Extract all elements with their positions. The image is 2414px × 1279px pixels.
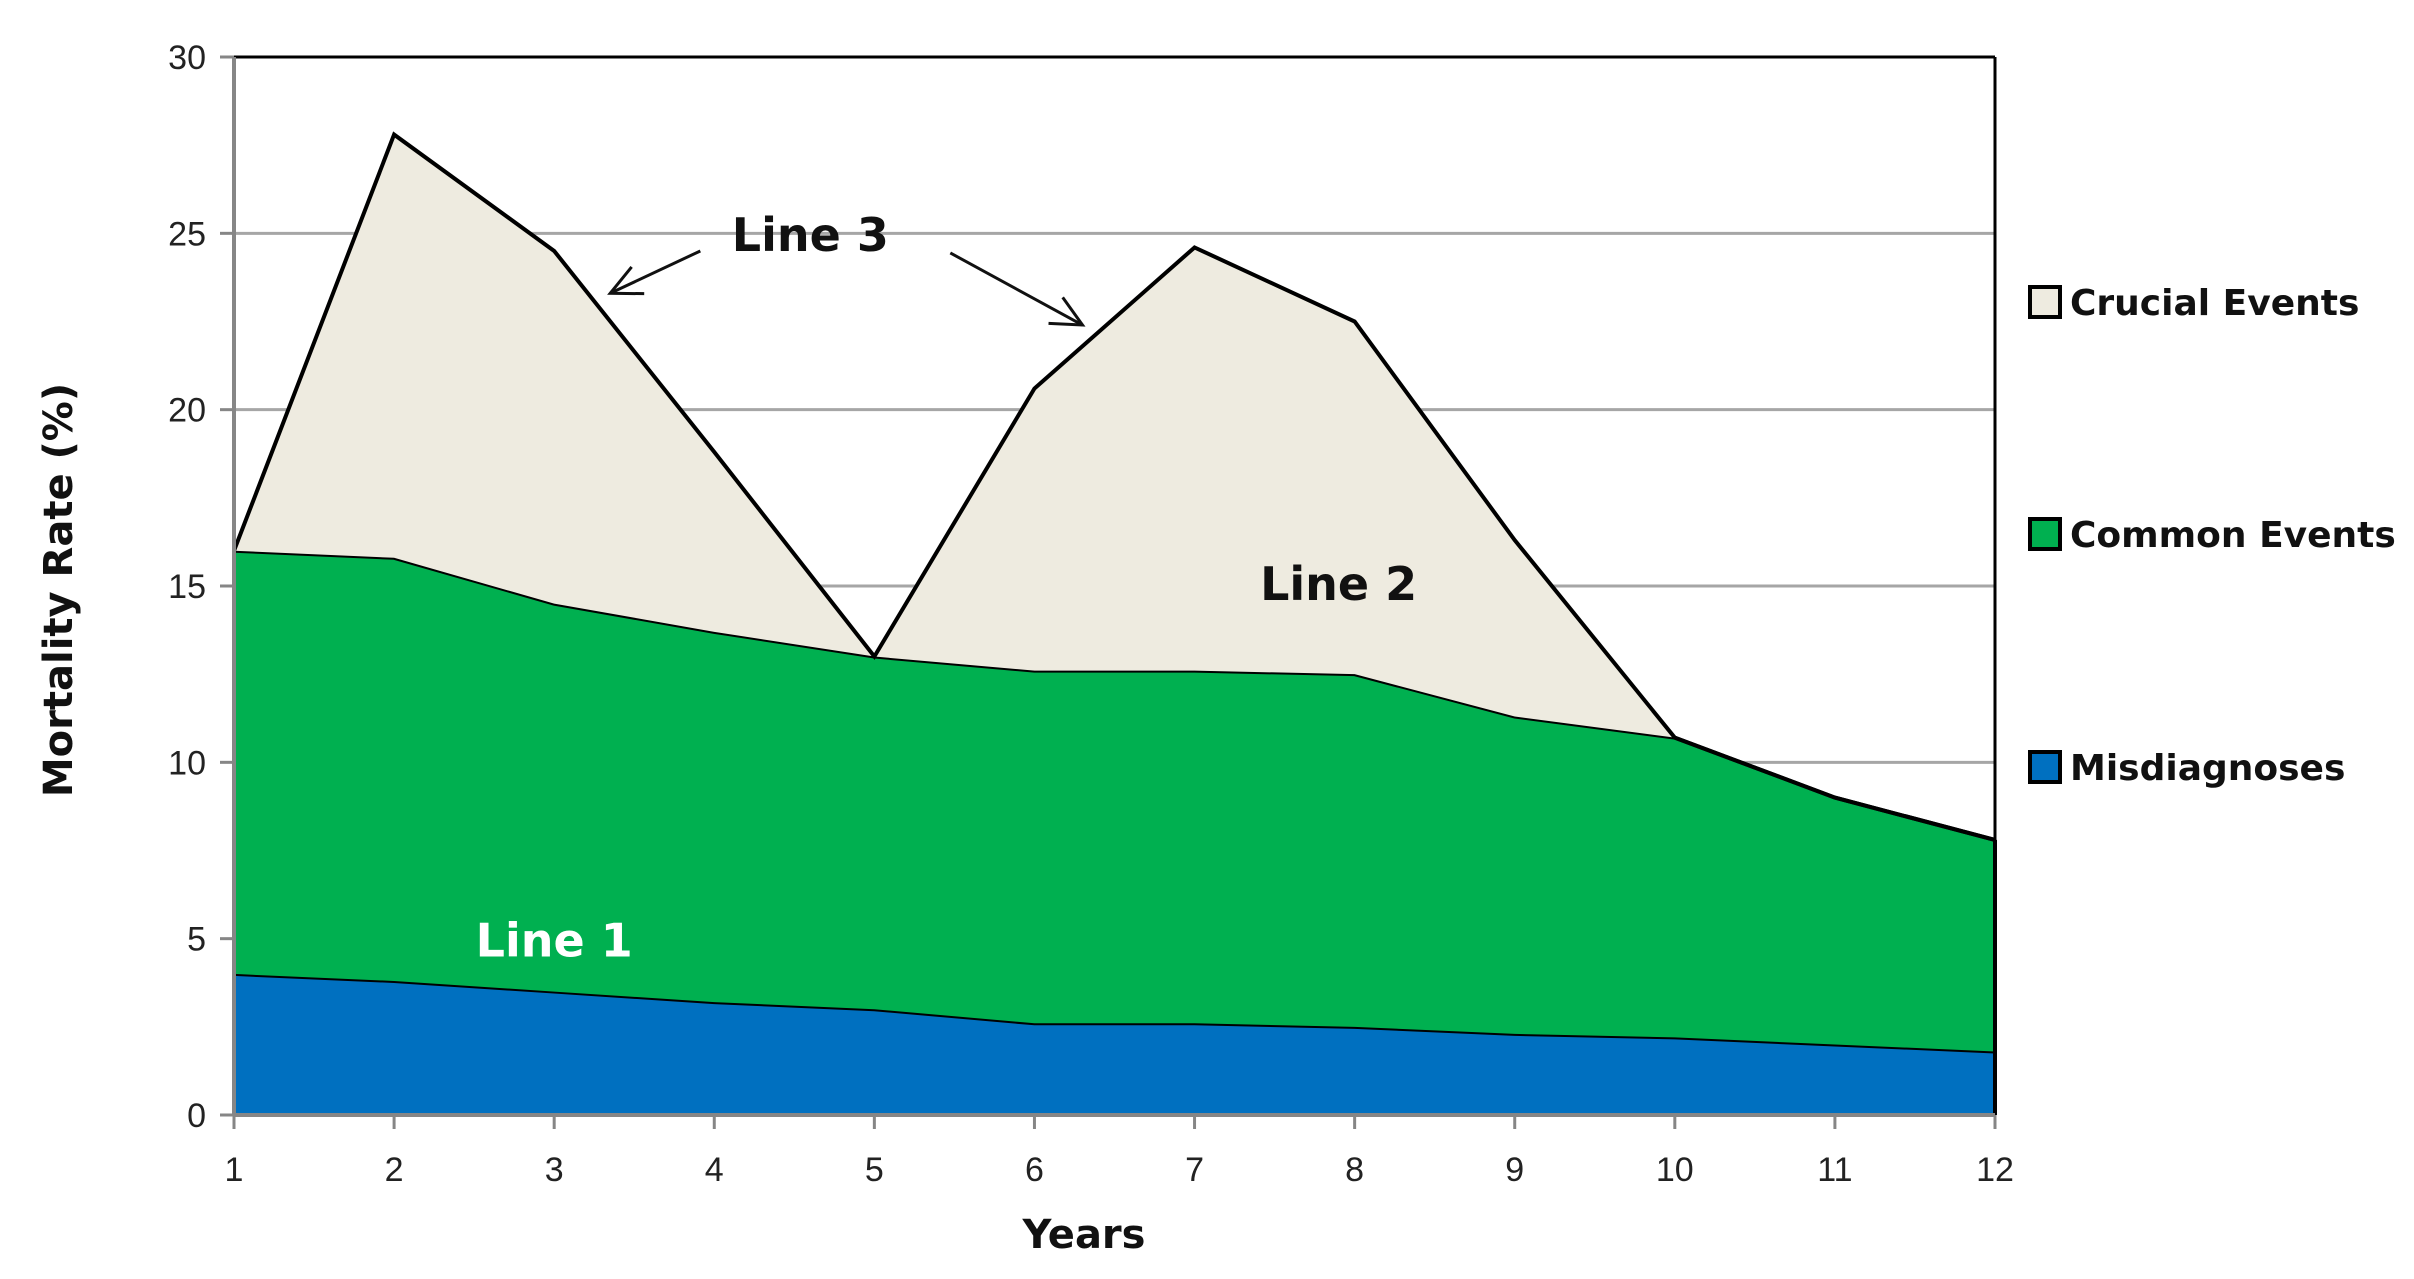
area-crucial-events — [234, 134, 1995, 840]
x-tick-label: 11 — [1817, 1151, 1852, 1189]
arrow-line — [609, 249, 701, 295]
legend: Crucial Events Common Events Misdiagnoses — [2028, 283, 2396, 789]
x-tick-label: 5 — [865, 1151, 884, 1189]
area-misdiagnoses — [234, 973, 1995, 1115]
legend-item-crucial-events: Crucial Events — [2028, 283, 2359, 324]
legend-swatch-icon — [2028, 750, 2062, 784]
annotation-line-3: Line 3 — [732, 208, 889, 262]
plot-areas — [232, 131, 1997, 1115]
x-tick-label: 3 — [545, 1151, 564, 1189]
x-tick-label: 7 — [1185, 1151, 1204, 1189]
arrow-line — [949, 251, 1084, 327]
legend-label: Common Events — [2070, 515, 2396, 556]
y-tick-label: 5 — [187, 921, 206, 959]
legend-item-misdiagnoses: Misdiagnoses — [2028, 748, 2345, 789]
legend-label: Crucial Events — [2070, 283, 2359, 324]
x-axis-ticks: 1 2 3 4 5 6 7 8 9 10 11 12 — [225, 1115, 2014, 1189]
y-tick-label: 15 — [168, 568, 206, 606]
y-tick-label: 20 — [168, 392, 206, 430]
annotation-line-2: Line 2 — [1260, 557, 1417, 611]
series-outline — [232, 131, 1996, 842]
legend-label: Misdiagnoses — [2070, 748, 2345, 789]
x-tick-label: 10 — [1656, 1151, 1694, 1189]
x-tick-label: 8 — [1345, 1151, 1364, 1189]
x-tick-label: 9 — [1505, 1151, 1524, 1189]
y-tick-label: 0 — [187, 1097, 206, 1135]
y-tick-label: 10 — [168, 744, 206, 782]
legend-swatch-icon — [2028, 517, 2062, 551]
x-tick-label: 12 — [1976, 1151, 2014, 1189]
x-tick-label: 4 — [705, 1151, 724, 1189]
legend-swatch-icon — [2028, 285, 2062, 319]
x-tick-label: 1 — [225, 1151, 244, 1189]
arrowhead-icon — [607, 265, 645, 296]
y-axis-title: Mortality Rate (%) — [36, 383, 82, 797]
arrowhead-icon — [1048, 296, 1086, 327]
area-common-events — [234, 550, 1995, 1052]
legend-item-common-events: Common Events — [2028, 515, 2396, 556]
x-tick-label: 6 — [1025, 1151, 1044, 1189]
annotations: Line 1 Line 2 Line 3 — [476, 208, 1417, 967]
y-axis-ticks: 0 5 10 15 20 25 30 — [168, 39, 234, 1135]
x-tick-label: 2 — [385, 1151, 404, 1189]
y-tick-label: 25 — [168, 215, 206, 253]
x-axis-title: Years — [1022, 1212, 1146, 1258]
annotation-line-1: Line 1 — [476, 913, 633, 967]
y-tick-label: 30 — [168, 39, 206, 77]
